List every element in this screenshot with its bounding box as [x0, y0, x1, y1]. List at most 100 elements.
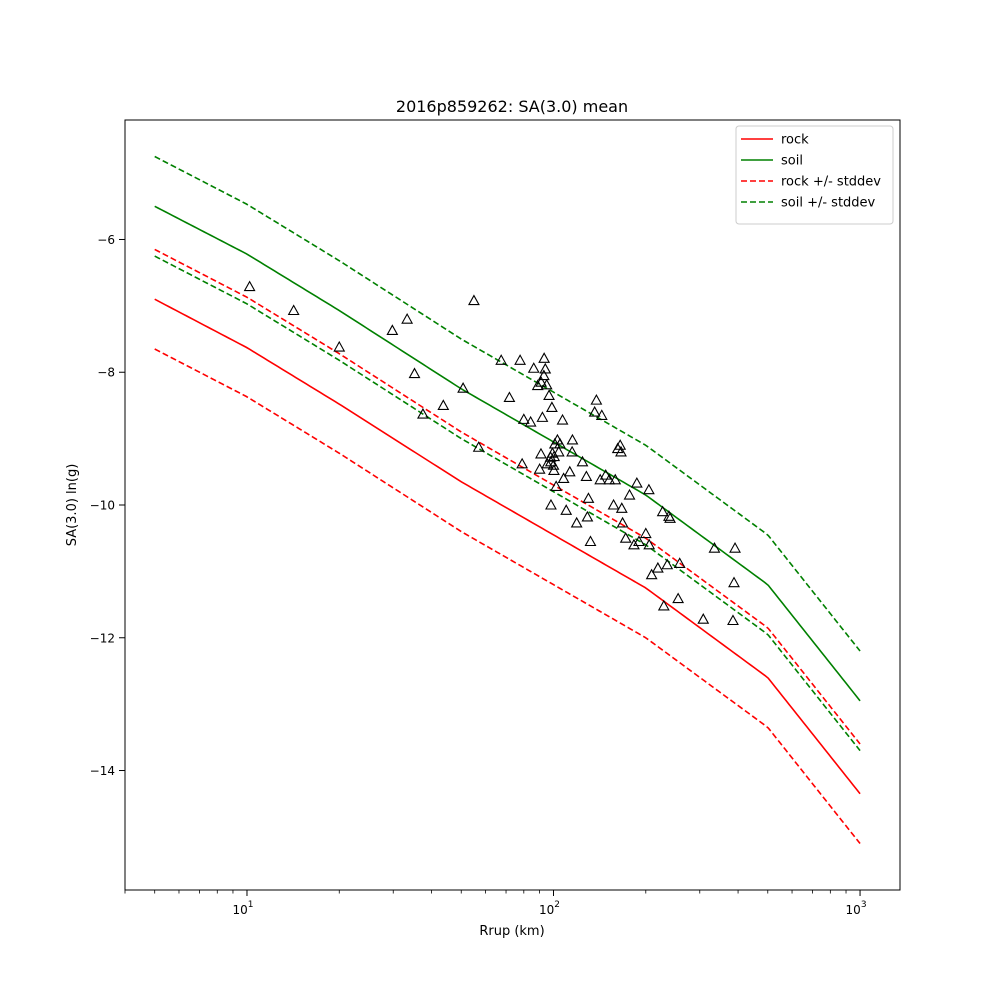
data-point — [599, 468, 612, 480]
data-point — [633, 535, 645, 547]
series-line-soil-stddev-5 — [154, 255, 861, 752]
data-point — [503, 391, 516, 403]
data-point — [554, 437, 566, 449]
data-point — [545, 498, 557, 510]
data-point — [556, 413, 569, 425]
data-point — [333, 340, 346, 352]
x-axis: 101 102 103 — [124, 890, 867, 917]
data-point — [538, 352, 551, 363]
data-point — [584, 535, 597, 547]
data-point — [642, 483, 655, 495]
data-point — [537, 369, 550, 381]
y-tick-label: −10 — [90, 499, 115, 513]
data-points — [243, 280, 741, 626]
data-point — [417, 407, 429, 419]
data-point — [401, 313, 414, 324]
data-point — [467, 294, 480, 306]
data-point — [535, 447, 547, 459]
data-point — [543, 389, 555, 401]
data-point — [287, 304, 300, 316]
data-point — [630, 476, 643, 488]
data-point — [535, 376, 548, 387]
x-axis-label: Rrup (km) — [479, 924, 544, 939]
data-point — [708, 542, 721, 553]
series-line-rock-stddev-2 — [154, 248, 861, 745]
chart-title: 2016p859262: SA(3.0) mean — [396, 97, 628, 116]
data-point — [563, 465, 576, 477]
legend-label: rock +/- stddev — [781, 175, 881, 190]
data-point — [524, 415, 537, 427]
data-point — [615, 502, 628, 513]
plot-area — [124, 119, 901, 891]
data-point — [560, 504, 573, 515]
data-point — [550, 480, 563, 491]
y-tick-label: −14 — [90, 764, 115, 778]
data-point — [540, 378, 553, 390]
x-tick-label: 103 — [846, 900, 867, 917]
series-line-soil-1 — [154, 205, 861, 702]
legend: rock soil rock +/- stddev soil +/- stddev — [735, 125, 894, 225]
data-point — [531, 379, 544, 391]
data-point — [673, 557, 686, 568]
y-tick-label: −12 — [90, 631, 115, 645]
data-point — [557, 472, 570, 483]
data-point — [656, 505, 669, 517]
data-point — [570, 516, 583, 528]
series-lines — [154, 155, 861, 845]
data-point — [539, 362, 552, 374]
data-point — [628, 538, 640, 550]
y-tick-label: −8 — [97, 366, 115, 380]
data-point — [437, 399, 450, 410]
data-point — [547, 459, 560, 470]
data-point — [533, 463, 546, 474]
series-line-soil-stddev-3 — [154, 155, 861, 652]
data-point — [536, 411, 549, 422]
data-point — [607, 498, 620, 510]
data-point — [582, 492, 595, 503]
data-point — [457, 382, 470, 393]
data-point — [729, 542, 741, 553]
x-tick-label: 102 — [539, 900, 560, 917]
data-point — [672, 592, 685, 604]
data-point — [615, 445, 627, 457]
data-point — [727, 614, 739, 626]
series-line-rock-stddev-4 — [154, 348, 861, 845]
data-point — [588, 405, 601, 417]
legend-box — [735, 125, 894, 225]
data-point — [728, 576, 740, 588]
data-point — [609, 473, 622, 485]
data-point — [645, 568, 658, 580]
data-point — [661, 558, 674, 570]
data-point — [541, 457, 554, 469]
legend-label: soil — [781, 154, 803, 169]
data-point — [516, 457, 529, 469]
data-point — [514, 354, 527, 365]
data-point — [664, 512, 676, 523]
data-point — [243, 280, 256, 292]
data-point — [566, 433, 579, 445]
x-tick-label: 101 — [232, 900, 253, 917]
series-line-rock-0 — [154, 298, 861, 795]
data-point — [545, 401, 558, 412]
data-point — [580, 470, 593, 482]
legend-label: rock — [781, 133, 809, 148]
data-point — [495, 354, 508, 365]
data-point — [603, 473, 616, 485]
data-point — [657, 599, 670, 611]
y-tick-label: −6 — [97, 233, 115, 247]
data-point — [408, 367, 421, 379]
data-point — [581, 510, 594, 522]
data-point — [651, 561, 664, 573]
data-point — [527, 362, 540, 373]
data-point — [639, 527, 652, 539]
data-point — [590, 393, 603, 405]
data-point — [595, 409, 608, 420]
data-point — [623, 488, 636, 500]
data-point — [576, 455, 589, 467]
y-axis: −14 −12 −10 −8 −6 — [90, 233, 125, 778]
data-point — [517, 413, 530, 424]
data-point — [616, 516, 629, 528]
y-axis-label: SA(3.0) ln(g) — [65, 464, 80, 547]
data-point — [552, 445, 565, 457]
